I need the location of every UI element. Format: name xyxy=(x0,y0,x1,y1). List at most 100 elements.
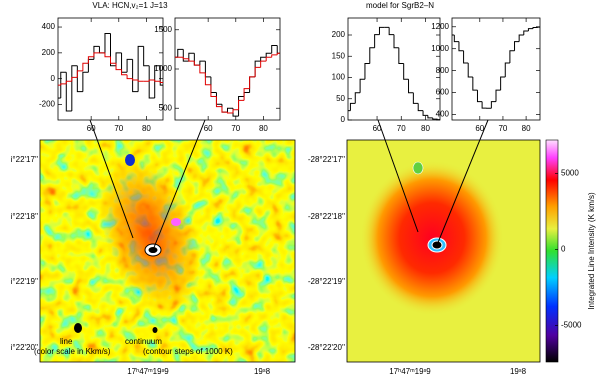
y-tick-label: 1500 xyxy=(154,25,172,34)
spectrum-step xyxy=(388,27,394,36)
spectrum-step xyxy=(154,65,161,99)
spectrum-step xyxy=(527,28,534,32)
spectrum-step xyxy=(518,34,524,42)
annotation: continuum xyxy=(125,337,162,346)
spectrum-step xyxy=(193,53,200,66)
spectrum-step xyxy=(472,77,478,91)
spectrum-step xyxy=(467,62,473,78)
spectrum-step xyxy=(398,47,404,64)
spectrum-step xyxy=(188,58,195,62)
spectrum-step xyxy=(104,52,111,58)
y-tick-label: 800 xyxy=(436,66,450,75)
x-tick-label: 80 xyxy=(522,124,531,133)
spectrum-step xyxy=(243,92,250,97)
spectrum-step xyxy=(126,74,133,80)
spectrum-step xyxy=(412,92,419,104)
spectrum-step xyxy=(481,101,487,109)
colorbar-label: Integrated Line Intensity (K km/s) xyxy=(587,192,596,310)
spectrum-step xyxy=(182,57,189,60)
spectrum-step xyxy=(104,32,111,53)
spectrum-step xyxy=(115,63,122,71)
annotation: line xyxy=(60,337,73,346)
spectrum-step xyxy=(221,106,228,113)
y-tick-label: -28°22'18'' xyxy=(308,212,346,221)
spectrum-step xyxy=(215,92,222,105)
spectrum-step xyxy=(238,99,245,110)
spectrum-step xyxy=(188,52,195,62)
y-tick-label: 0 xyxy=(341,115,346,124)
spectrum-step xyxy=(378,26,385,35)
y-tick-label: i°22'17'' xyxy=(11,155,39,164)
spectrum-step xyxy=(432,117,438,120)
spectrum-step xyxy=(98,46,105,54)
spectrum-step xyxy=(249,76,256,93)
spectrum-step xyxy=(132,78,139,81)
spectrum-step xyxy=(121,69,128,76)
spectrum-step xyxy=(82,62,89,71)
y-tick-label: 1200 xyxy=(431,22,449,31)
x-tick-label: 60 xyxy=(204,124,213,133)
spectrum-step xyxy=(182,49,189,62)
spectrum-step xyxy=(254,60,261,77)
spectrum-step xyxy=(260,56,267,62)
panel-frame xyxy=(174,17,281,121)
spectrum-step xyxy=(110,56,117,64)
spectrum-step xyxy=(76,70,83,78)
spectrum-step xyxy=(132,59,139,93)
spectrum-step xyxy=(115,52,122,66)
x-tick-label: 60 xyxy=(475,124,484,133)
x-tick-label: 19ˢ8 xyxy=(510,367,527,376)
spectrum-step xyxy=(148,65,155,99)
spectrum-step xyxy=(238,95,245,117)
spectrum-step xyxy=(199,60,206,66)
spectrum-step xyxy=(354,92,361,104)
panel-frame xyxy=(347,17,441,121)
spectrum-step xyxy=(276,52,280,55)
y-tick-label: 200 xyxy=(332,30,346,39)
x-tick-label: 80 xyxy=(259,124,268,133)
map-frame xyxy=(346,139,541,363)
panel-title: model for SgrB2–N xyxy=(366,1,434,10)
spectrum-step xyxy=(427,115,433,119)
spectrum-step xyxy=(215,96,222,108)
spectrum-step xyxy=(143,46,150,67)
y-tick-label: 600 xyxy=(436,88,450,97)
y-tick-label: 200 xyxy=(42,48,56,57)
spectrum-step xyxy=(417,103,424,112)
colorbar-tick-label: 5000 xyxy=(561,169,579,178)
spectrum-step xyxy=(271,54,278,58)
spectrum-step xyxy=(60,83,67,86)
spectrum-step xyxy=(364,62,370,80)
spectrum-step xyxy=(453,35,459,43)
annotation: (color scale in Kkm/s) xyxy=(34,347,111,356)
panel-frame xyxy=(451,17,541,121)
spectrum-step xyxy=(210,84,217,97)
map-image xyxy=(347,140,540,362)
spectrum-step xyxy=(232,109,239,113)
spectrum-step xyxy=(137,79,144,82)
panel-frame xyxy=(57,17,164,121)
y-tick-label: 100 xyxy=(332,73,346,82)
y-tick-label: -28°22'17'' xyxy=(308,155,346,164)
y-tick-label: -28°22'20'' xyxy=(308,343,346,352)
spectrum-step xyxy=(254,66,261,77)
map-image xyxy=(40,140,295,362)
spectrum-step xyxy=(509,50,515,63)
map-frame xyxy=(39,139,296,363)
spectrum-step xyxy=(221,104,228,113)
spectrum-step xyxy=(121,52,128,73)
spectrum-step xyxy=(500,76,506,91)
spectrum-step xyxy=(227,107,234,113)
y-tick-label: 1000 xyxy=(431,44,449,53)
spectrum-step xyxy=(249,76,256,89)
y-tick-label: 50 xyxy=(336,94,345,103)
x-tick-label: 70 xyxy=(114,124,123,133)
spectrum-step xyxy=(514,41,520,51)
x-tick-label: 70 xyxy=(231,124,240,133)
spectrum-step xyxy=(65,72,72,112)
spectrum-step xyxy=(408,79,414,94)
spectrum-step xyxy=(276,45,280,54)
annotation: (contour steps of 1000 K) xyxy=(143,347,233,356)
y-tick-label: i°22'20'' xyxy=(11,343,39,352)
y-tick-label: 150 xyxy=(332,51,346,60)
